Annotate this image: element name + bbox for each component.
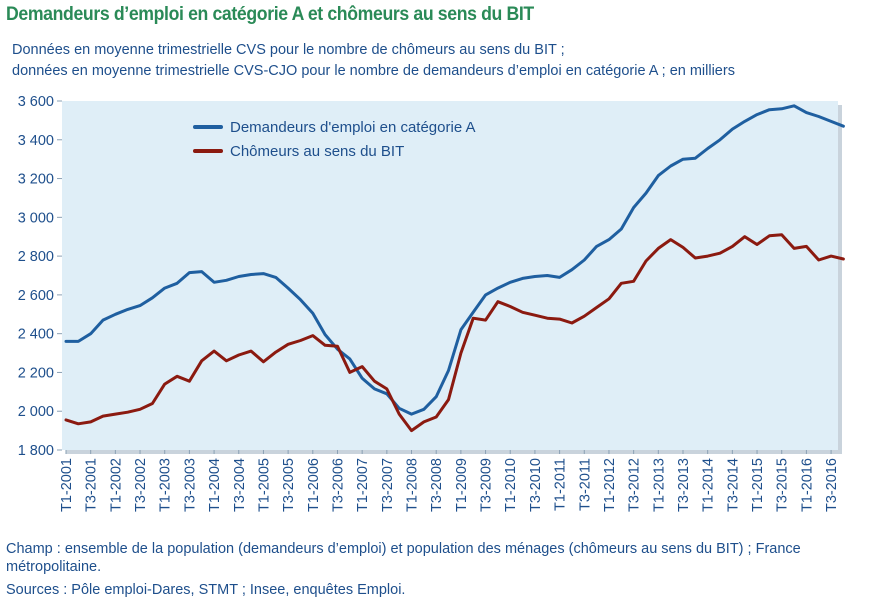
x-tick-label: T3-2005 — [281, 458, 297, 512]
chart-subtitle-line-1: Données en moyenne trimestrielle CVS pou… — [12, 42, 565, 58]
x-tick-label: T3-2001 — [84, 458, 100, 512]
x-tick-label: T1-2003 — [158, 458, 174, 512]
x-tick-label: T3-2007 — [380, 458, 396, 512]
x-tick-label: T1-2005 — [256, 458, 272, 512]
x-tick-label: T3-2004 — [232, 458, 248, 512]
y-tick-label: 2 200 — [18, 365, 54, 381]
y-tick-label: 3 600 — [18, 94, 54, 110]
x-tick-label: T1-2004 — [207, 458, 223, 512]
footnote-sources: Sources : Pôle emploi-Dares, STMT ; Inse… — [6, 582, 406, 598]
series-line-1 — [64, 104, 845, 416]
x-tick-label: T1-2012 — [602, 458, 618, 512]
x-tick-label: T3-2014 — [725, 458, 741, 512]
x-tick-label: T3-2013 — [676, 458, 692, 512]
x-tick-label: T3-2011 — [577, 458, 593, 511]
x-tick-label: T1-2014 — [701, 458, 717, 512]
x-tick-label: T3-2008 — [429, 458, 445, 512]
x-tick-label: T3-2016 — [824, 458, 840, 512]
x-tick-label: T1-2010 — [503, 458, 519, 512]
x-tick-label: T1-2001 — [59, 458, 75, 512]
y-tick-label: 2 800 — [18, 249, 54, 265]
x-tick-label: T1-2013 — [651, 458, 667, 512]
x-tick-label: T1-2009 — [454, 458, 470, 512]
x-tick-label: T1-2007 — [355, 458, 371, 512]
x-tick-label: T3-2010 — [528, 458, 544, 512]
x-tick-label: T1-2015 — [750, 458, 766, 512]
legend-label-2: Chômeurs au sens du BIT — [230, 143, 404, 160]
footnote-champ: Champ : ensemble de la population (deman… — [6, 541, 801, 575]
x-tick-label: T3-2015 — [775, 458, 791, 512]
x-tick-label: T3-2003 — [182, 458, 198, 512]
x-tick-label: T1-2016 — [799, 458, 815, 512]
chart-subtitle-line-2: données en moyenne trimestrielle CVS-CJO… — [12, 63, 735, 79]
x-tick-label: T1-2006 — [306, 458, 322, 512]
x-tick-label: T3-2002 — [133, 458, 149, 512]
y-tick-label: 2 600 — [18, 288, 54, 304]
x-tick-label: T3-2012 — [627, 458, 643, 512]
y-tick-label: 1 800 — [18, 443, 54, 459]
y-tick-label: 3 000 — [18, 210, 54, 226]
x-tick-label: T3-2009 — [479, 458, 495, 512]
x-tick-label: T3-2006 — [330, 458, 346, 512]
legend-label-1: Demandeurs d'emploi en catégorie A — [230, 119, 476, 136]
series-line-2 — [64, 233, 845, 433]
y-tick-label: 2 000 — [18, 404, 54, 420]
y-tick-label: 3 400 — [18, 133, 54, 149]
x-tick-label: T1-2002 — [108, 458, 124, 512]
line-chart: 1 800 2 000 2 200 2 400 2 600 2 800 3 000 3 200… — [18, 94, 845, 512]
chart-title: Demandeurs d’emploi en catégorie A et ch… — [6, 4, 534, 25]
y-tick-label: 2 400 — [18, 327, 54, 343]
y-tick-label: 3 200 — [18, 172, 54, 188]
x-tick-label: T1-2008 — [405, 458, 421, 512]
x-tick-label: T1-2011 — [553, 458, 569, 511]
